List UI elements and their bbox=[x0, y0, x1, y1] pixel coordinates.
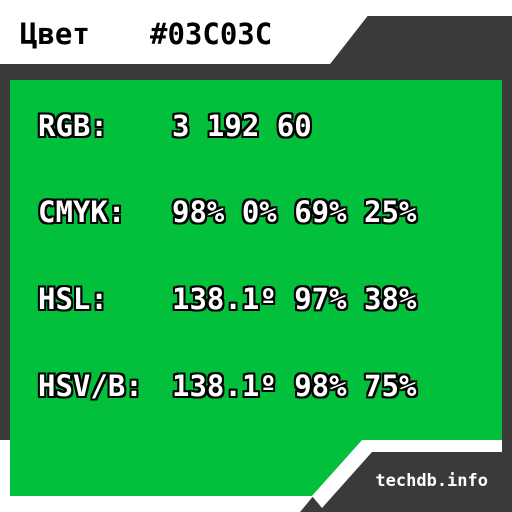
color-swatch bbox=[10, 80, 502, 496]
rgb-label: RGB: bbox=[38, 109, 108, 143]
bottom-white-strip bbox=[0, 496, 300, 512]
hsv-label: HSV/B: bbox=[38, 369, 143, 403]
hsl-label: HSL: bbox=[38, 282, 108, 316]
color-word-label: Цвет bbox=[20, 17, 90, 51]
hsv-value: 138.1º 98% 75% bbox=[172, 369, 417, 403]
hsl-value: 138.1º 97% 38% bbox=[172, 282, 417, 316]
hsl-row: HSL: 138.1º 97% 38% bbox=[38, 285, 416, 314]
rgb-value: 3 192 60 bbox=[172, 109, 312, 143]
cmyk-value: 98% 0% 69% 25% bbox=[172, 195, 417, 229]
rgb-row: RGB: 3 192 60 bbox=[38, 112, 312, 141]
bottom-right-white-band bbox=[312, 440, 502, 508]
header-strip-white bbox=[0, 0, 512, 16]
site-link[interactable]: techdb.info bbox=[375, 471, 488, 491]
hex-code-label: #03C03C bbox=[150, 17, 273, 51]
top-right-dark-block bbox=[330, 16, 512, 80]
cmyk-row: CMYK: 98% 0% 69% 25% bbox=[38, 198, 416, 227]
cmyk-label: CMYK: bbox=[38, 195, 126, 229]
hsv-row: HSV/B: 138.1º 98% 75% bbox=[38, 372, 416, 401]
